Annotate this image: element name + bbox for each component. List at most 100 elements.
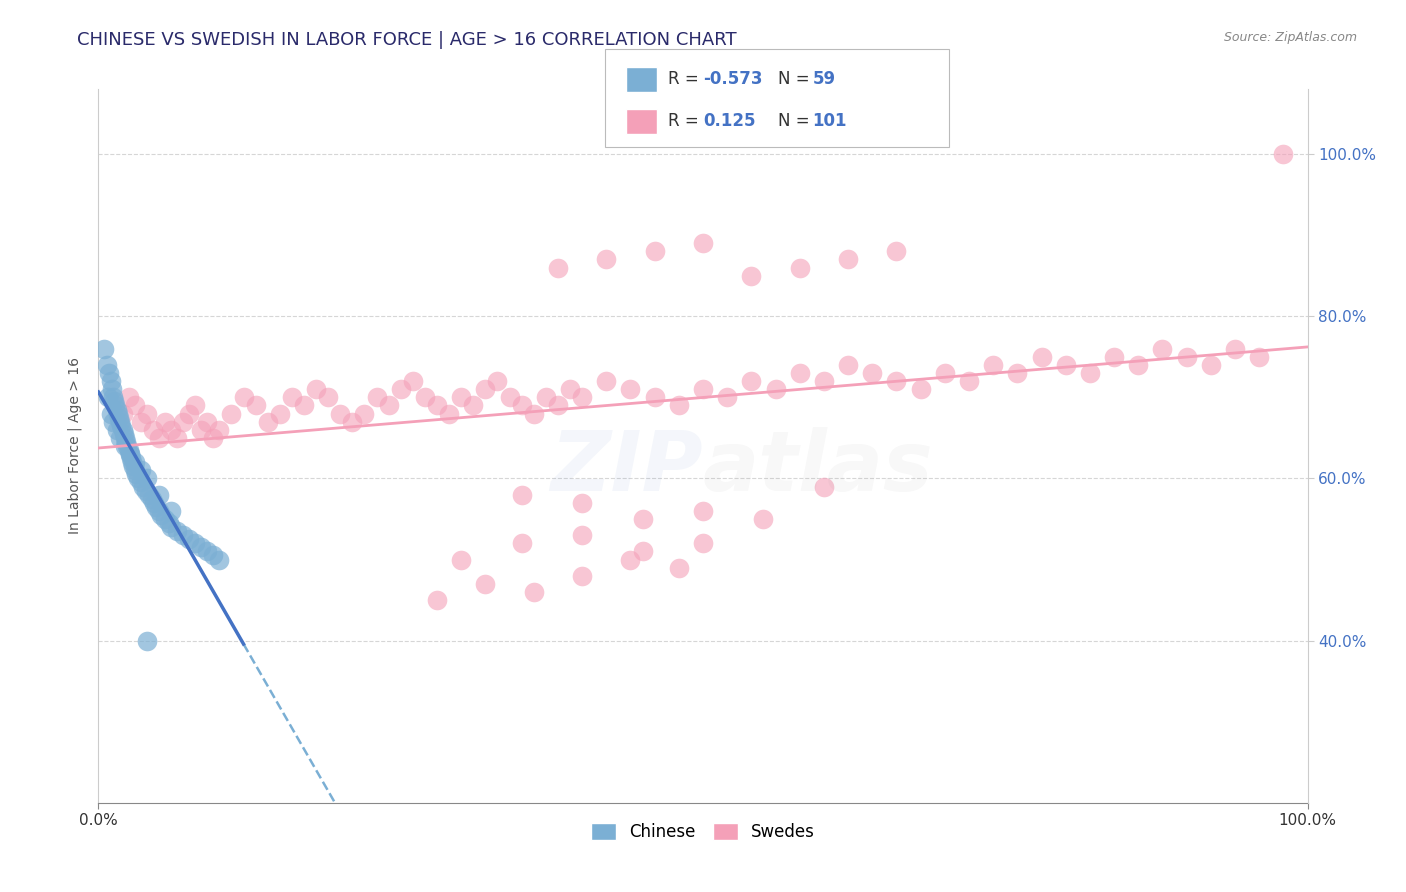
Point [316,390,339,404]
Point [166,524,188,538]
Point [740,268,762,283]
Point [117,439,139,453]
Point [143,496,166,510]
Point [105,402,128,417]
Point [837,252,859,267]
Point [172,528,194,542]
Point [631,512,654,526]
Point [179,407,201,421]
Point [1199,358,1222,372]
Point [138,488,160,502]
Text: N =: N = [778,70,814,88]
Point [118,443,141,458]
Point [813,479,835,493]
Point [190,423,212,437]
Point [463,399,485,413]
Text: 0.125: 0.125 [703,112,755,130]
Point [127,471,149,485]
Point [1152,342,1174,356]
Legend: Chinese, Swedes: Chinese, Swedes [585,816,821,848]
Point [1128,358,1150,372]
Text: ZIP: ZIP [550,427,703,508]
Point [208,552,231,566]
Point [692,536,714,550]
Point [153,415,176,429]
Point [668,560,690,574]
Point [100,407,122,421]
Point [619,552,641,566]
Point [195,544,218,558]
Point [157,516,180,530]
Point [558,382,581,396]
Point [110,418,132,433]
Point [474,577,496,591]
Point [245,399,267,413]
Point [96,358,118,372]
Point [377,399,399,413]
Point [292,399,315,413]
Point [644,244,666,259]
Point [129,415,152,429]
Point [179,533,201,547]
Text: R =: R = [668,70,704,88]
Point [122,459,145,474]
Point [1272,147,1295,161]
Point [1031,350,1053,364]
Point [202,549,225,563]
Point [547,260,569,275]
Point [595,252,617,267]
Point [115,434,138,449]
Point [765,382,787,396]
Point [366,390,388,404]
Point [450,390,472,404]
Point [631,544,654,558]
Point [111,407,134,421]
Point [202,431,225,445]
Point [353,407,375,421]
Point [118,447,141,461]
Point [132,479,155,493]
Point [153,512,176,526]
Point [269,407,291,421]
Point [100,374,122,388]
Point [93,342,115,356]
Point [98,366,121,380]
Point [981,358,1004,372]
Text: CHINESE VS SWEDISH IN LABOR FORCE | AGE > 16 CORRELATION CHART: CHINESE VS SWEDISH IN LABOR FORCE | AGE … [77,31,737,49]
Point [510,488,533,502]
Point [101,415,124,429]
Point [148,504,170,518]
Text: 101: 101 [813,112,848,130]
Point [716,390,738,404]
Point [160,423,183,437]
Point [305,382,328,396]
Point [692,236,714,251]
Point [523,585,546,599]
Point [886,374,908,388]
Point [426,593,449,607]
Point [813,374,835,388]
Point [135,633,157,648]
Point [619,382,641,396]
Point [103,394,125,409]
Point [329,407,352,421]
Point [100,382,122,396]
Point [1054,358,1077,372]
Point [135,471,157,485]
Point [107,407,129,421]
Point [450,552,472,566]
Point [389,382,412,396]
Point [135,407,157,421]
Point [195,415,218,429]
Point [534,390,557,404]
Point [957,374,980,388]
Point [571,496,593,510]
Point [510,536,533,550]
Point [125,467,148,482]
Point [547,399,569,413]
Point [1102,350,1125,364]
Point [523,407,546,421]
Point [1007,366,1029,380]
Point [510,399,533,413]
Text: -0.573: -0.573 [703,70,762,88]
